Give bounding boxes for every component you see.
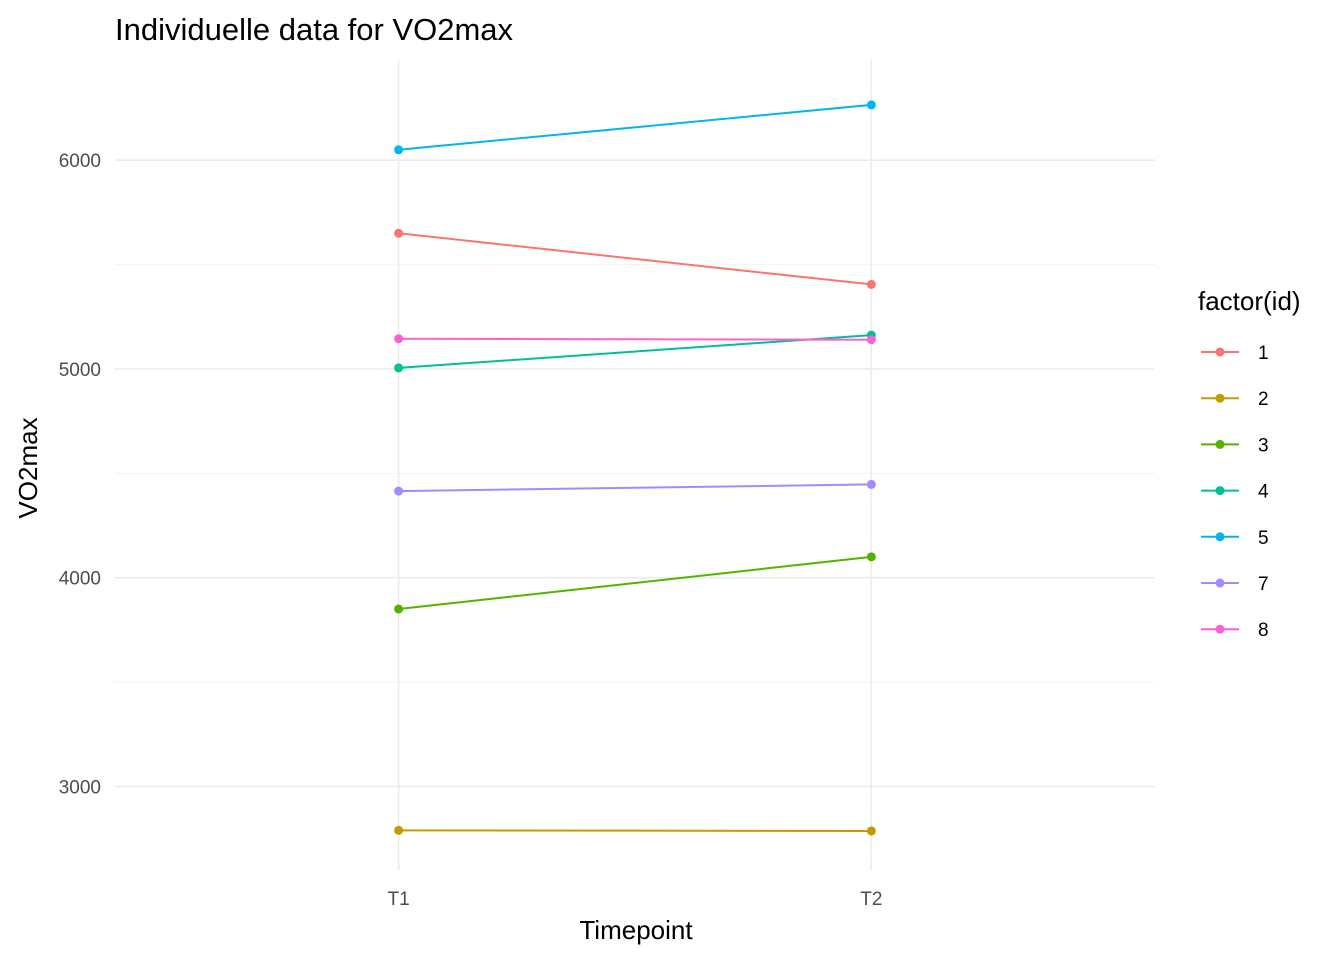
data-point — [394, 334, 404, 344]
x-tick-label: T1 — [388, 889, 410, 910]
series-line — [398, 334, 872, 369]
series-line — [398, 232, 872, 286]
series-5 — [394, 100, 876, 155]
y-tick-label: 4000 — [59, 569, 101, 590]
legend-key-point — [1215, 393, 1225, 403]
data-point — [394, 228, 404, 238]
y-axis-ticks: 3000 4000 5000 6000 — [59, 151, 101, 798]
legend-key-point — [1215, 486, 1225, 496]
series-3 — [394, 552, 876, 614]
data-point — [866, 552, 876, 562]
data-point — [394, 604, 404, 614]
data-point — [866, 279, 876, 289]
data-point — [394, 825, 404, 835]
series-line — [398, 483, 872, 493]
legend: factor(id) 1 2 3 4 5 7 8 — [1198, 286, 1301, 641]
y-axis-title: VO2max — [13, 417, 43, 518]
data-point — [866, 335, 876, 345]
x-axis-ticks: T1 T2 — [388, 889, 883, 910]
series-line — [398, 337, 872, 341]
y-tick-label: 5000 — [59, 360, 101, 381]
legend-label: 3 — [1258, 435, 1269, 456]
legend-item-4: 4 — [1201, 482, 1269, 503]
y-tick-label: 3000 — [59, 777, 101, 798]
legend-label: 7 — [1258, 574, 1269, 595]
legend-label: 5 — [1258, 528, 1269, 549]
series-4 — [394, 330, 876, 373]
legend-key-point — [1215, 578, 1225, 588]
legend-item-3: 3 — [1201, 435, 1269, 456]
legend-key-point — [1215, 347, 1225, 357]
legend-item-5: 5 — [1201, 528, 1269, 549]
series-7 — [394, 479, 876, 496]
x-tick-label: T2 — [860, 889, 882, 910]
legend-item-8: 8 — [1201, 620, 1269, 641]
chart-title: Individuelle data for VO2max — [115, 12, 514, 47]
x-axis-title: Timepoint — [579, 915, 693, 945]
legend-item-2: 2 — [1201, 389, 1269, 410]
legend-label: 8 — [1258, 620, 1269, 641]
data-point — [394, 145, 404, 155]
legend-title: factor(id) — [1198, 286, 1301, 316]
data-point — [866, 100, 876, 110]
legend-key-point — [1215, 532, 1225, 542]
legend-key-point — [1215, 439, 1225, 449]
series-1 — [394, 228, 876, 289]
series-2 — [394, 825, 876, 836]
grid — [115, 60, 1155, 870]
series-layer — [394, 100, 876, 836]
legend-label: 2 — [1258, 389, 1269, 410]
series-8 — [394, 334, 876, 345]
legend-label: 1 — [1258, 343, 1269, 364]
data-point — [866, 826, 876, 836]
legend-key-point — [1215, 624, 1225, 634]
series-line — [398, 103, 872, 151]
legend-item-7: 7 — [1201, 574, 1269, 595]
series-line — [398, 829, 872, 832]
legend-label: 4 — [1258, 482, 1269, 503]
legend-item-1: 1 — [1201, 343, 1269, 364]
data-point — [394, 486, 404, 496]
data-point — [866, 479, 876, 489]
series-line — [398, 555, 872, 611]
data-point — [394, 363, 404, 373]
y-tick-label: 6000 — [59, 151, 101, 172]
